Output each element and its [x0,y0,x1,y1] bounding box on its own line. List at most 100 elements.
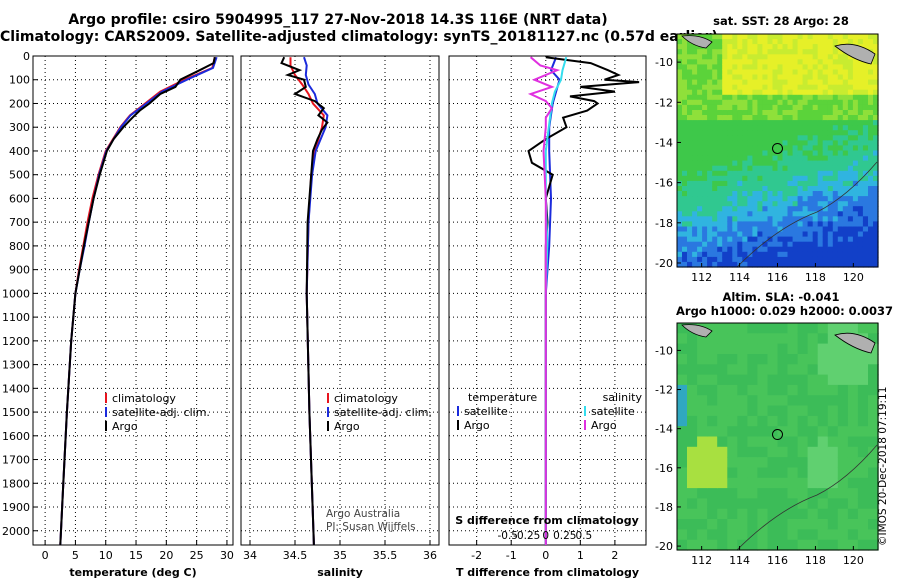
map-cell [677,170,683,177]
map-cell [697,426,708,438]
map-cell [682,211,688,217]
map-cell [787,384,799,396]
map-cell [752,145,758,152]
map-cell [782,241,789,248]
map-cell [722,180,728,187]
map-cell [772,180,779,187]
map-cell [757,457,769,468]
map-cell [802,206,809,212]
map-cell [727,206,733,212]
map-cell [782,69,789,76]
map-cell [827,251,834,258]
x-tick-label: 35 [333,549,347,562]
map-cell [752,125,758,131]
map-cell [777,236,784,243]
map-cell [682,226,688,233]
map-cell [857,135,864,141]
map-cell [742,150,748,157]
map-cell [832,110,839,116]
map-cell [687,236,693,243]
map-cell [697,216,703,222]
map-cell [742,59,748,65]
map-cell [707,529,718,541]
map-cell [822,125,829,131]
map-cell [832,115,839,121]
map-cell [677,160,683,167]
map-cell [702,115,708,121]
map-cell [757,74,763,81]
map-cell [772,196,779,202]
map-cell [787,145,794,152]
map-cell [792,34,799,40]
map-cell [682,99,688,106]
map-cell [787,395,799,407]
map-cell [692,261,698,268]
map-cell [807,216,814,222]
map-cell [767,519,779,530]
map-cell [677,69,683,76]
map-cell [757,261,763,268]
map-cell [747,343,759,355]
map-cell [712,104,718,111]
map-cell [792,201,799,207]
map-cell [857,115,864,121]
map-cell [857,89,864,96]
map-cell [702,165,708,172]
map-cell [862,64,869,71]
map-cell [687,191,693,197]
map-cell [717,201,723,207]
map-cell [807,323,819,334]
map-cell [752,140,758,147]
map-cell [762,196,768,202]
y-tick-label: 500 [9,169,30,182]
map-cell [857,226,864,233]
map-cell [817,49,824,55]
map-cell [742,226,748,233]
map-cell [712,241,718,248]
map-cell [767,251,774,258]
map-cell [747,94,753,101]
map-cell [862,165,869,172]
x-tick-label: 0 [42,549,49,562]
map-cell [817,343,829,355]
map-cell [842,34,849,40]
map-cell [717,323,728,334]
map-cell [772,125,779,131]
map-cell [727,150,733,157]
map-cell [717,191,723,197]
map-cell [707,211,713,217]
map-cell [852,155,859,162]
map-cell [817,226,824,233]
map-cell [742,191,748,197]
map-cell [837,251,844,258]
map-cell [827,34,834,40]
map-cell [752,104,758,111]
map-cell [767,333,779,345]
map-cell [822,94,829,101]
map-cell [757,384,769,396]
map-y-tick-label: -20 [655,540,673,553]
map-cell [782,115,789,121]
map-cell [732,135,738,141]
map-cell [817,446,829,458]
map-cell [868,34,874,40]
map-cell [747,170,753,177]
map-cell [827,110,834,116]
map-cell [757,54,763,60]
map-cell [827,180,834,187]
map-cell [812,34,819,40]
map-cell [852,74,859,81]
map-cell [677,191,683,197]
map-cell [747,256,753,263]
map-cell [873,226,879,233]
map-cell [842,130,849,136]
map-cell [787,241,794,248]
map-cell [832,236,839,243]
map-cell [757,539,769,551]
map-cell [797,89,804,96]
map-cell [837,201,844,207]
map-cell [682,246,688,253]
map-cell [687,488,698,499]
map-cell [797,508,809,520]
map-cell [827,99,834,106]
